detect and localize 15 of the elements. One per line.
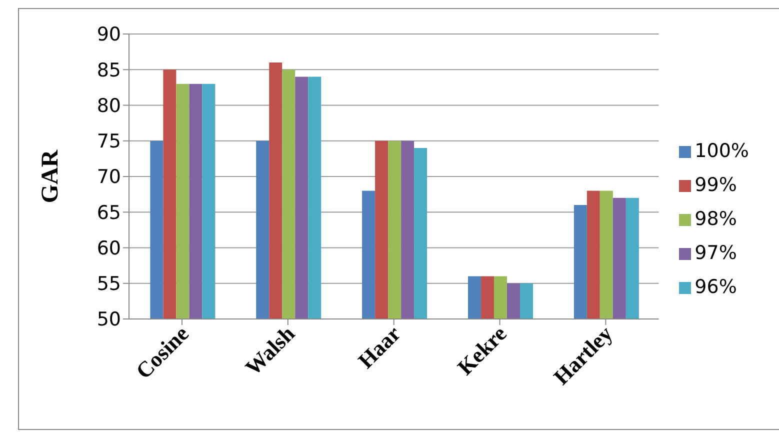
legend-label: 98%: [694, 208, 737, 230]
y-axis-title: GAR: [38, 149, 64, 204]
y-tick-label: 50: [96, 308, 121, 331]
legend-label: 96%: [694, 276, 737, 298]
legend-label: 99%: [694, 174, 737, 196]
y-tick-label: 90: [96, 24, 121, 46]
y-tick-label: 70: [96, 166, 121, 188]
y-tick-label: 85: [96, 59, 121, 82]
y-tick-label: 80: [96, 94, 121, 117]
y-tick-label: 55: [96, 273, 121, 296]
legend-label: 100%: [694, 140, 749, 162]
y-tick-label: 65: [96, 202, 121, 224]
legend-label: 97%: [694, 242, 737, 264]
y-tick-label: 60: [96, 237, 121, 260]
y-tick-label: 75: [96, 130, 121, 153]
